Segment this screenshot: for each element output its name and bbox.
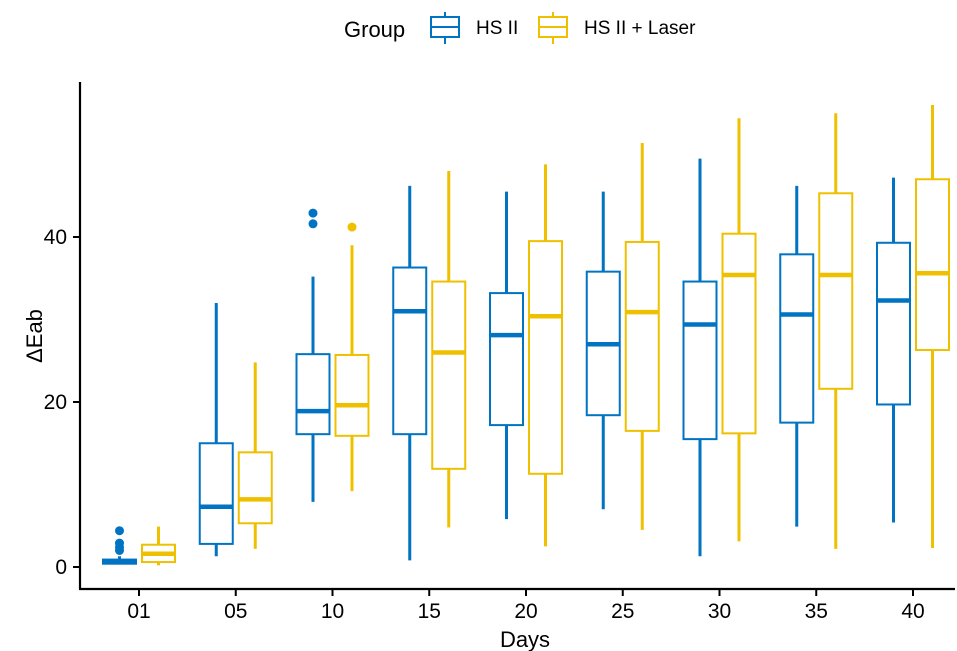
outlier-point [308, 219, 318, 229]
legend: Group HS II HS II + Laser [344, 12, 696, 44]
box-iqr [876, 241, 911, 406]
outlier-point [347, 222, 357, 232]
box-35-hs-ii [779, 185, 815, 527]
box-iqr [682, 280, 718, 441]
plot-area [102, 105, 950, 566]
box-01-hs-ii-laser [141, 526, 176, 566]
box-15-hs-ii-laser [431, 171, 467, 528]
box-40-hs-ii-laser [915, 105, 950, 549]
box-iqr [818, 192, 854, 390]
box-iqr [392, 266, 428, 436]
x-tick-label: 30 [708, 600, 731, 623]
box-25-hs-ii-laser [624, 142, 660, 530]
box-iqr [237, 451, 273, 525]
outlier-point [308, 208, 318, 218]
box-10-hs-ii-laser [334, 222, 370, 492]
box-iqr [198, 442, 234, 545]
box-20-hs-ii [489, 191, 524, 520]
x-tick-label: 35 [805, 600, 828, 623]
legend-label: HS II [476, 18, 518, 39]
legend-label: HS II + Laser [584, 18, 696, 39]
x-tick-label: 05 [224, 600, 247, 623]
box-iqr [295, 353, 331, 436]
box-01-hs-ii [102, 526, 137, 565]
box-iqr [431, 280, 467, 470]
x-tick-label: 25 [611, 600, 634, 623]
box-iqr [915, 178, 950, 352]
box-iqr [779, 253, 815, 424]
legend-item-hs-ii: HS II [430, 12, 518, 44]
box-05-hs-ii [198, 303, 234, 557]
box-15-hs-ii [392, 185, 428, 561]
box-40-hs-ii [876, 177, 911, 523]
x-tick-label: 15 [418, 600, 441, 623]
y-tick-label: 0 [55, 556, 67, 579]
box-iqr [489, 292, 524, 427]
box-iqr [334, 353, 370, 437]
box-10-hs-ii [295, 208, 331, 502]
legend-item-hs-ii-laser: HS II + Laser [538, 12, 696, 44]
y-tick-label: 20 [44, 391, 67, 414]
x-tick-label: 20 [514, 600, 537, 623]
x-axis-title: Days [500, 627, 550, 651]
y-axis-title: ΔEab [22, 309, 47, 363]
box-30-hs-ii [682, 158, 718, 557]
y-tick-label: 40 [44, 226, 67, 249]
legend-title: Group [344, 17, 405, 42]
box-25-hs-ii [585, 191, 621, 510]
box-iqr [528, 240, 563, 475]
box-20-hs-ii-laser [528, 164, 563, 547]
x-tick-label: 10 [321, 600, 344, 623]
box-05-hs-ii-laser [237, 362, 273, 549]
x-tick-label: 40 [901, 600, 924, 623]
box-iqr [624, 240, 660, 432]
box-35-hs-ii-laser [818, 113, 854, 549]
box-iqr [721, 232, 757, 435]
outlier-point [115, 538, 124, 548]
box-30-hs-ii-laser [721, 118, 757, 542]
x-tick-label: 01 [127, 600, 150, 623]
axes: 01 05 10 15 20 25 30 35 40 0 20 40 [44, 82, 955, 623]
outlier-point [115, 526, 124, 536]
